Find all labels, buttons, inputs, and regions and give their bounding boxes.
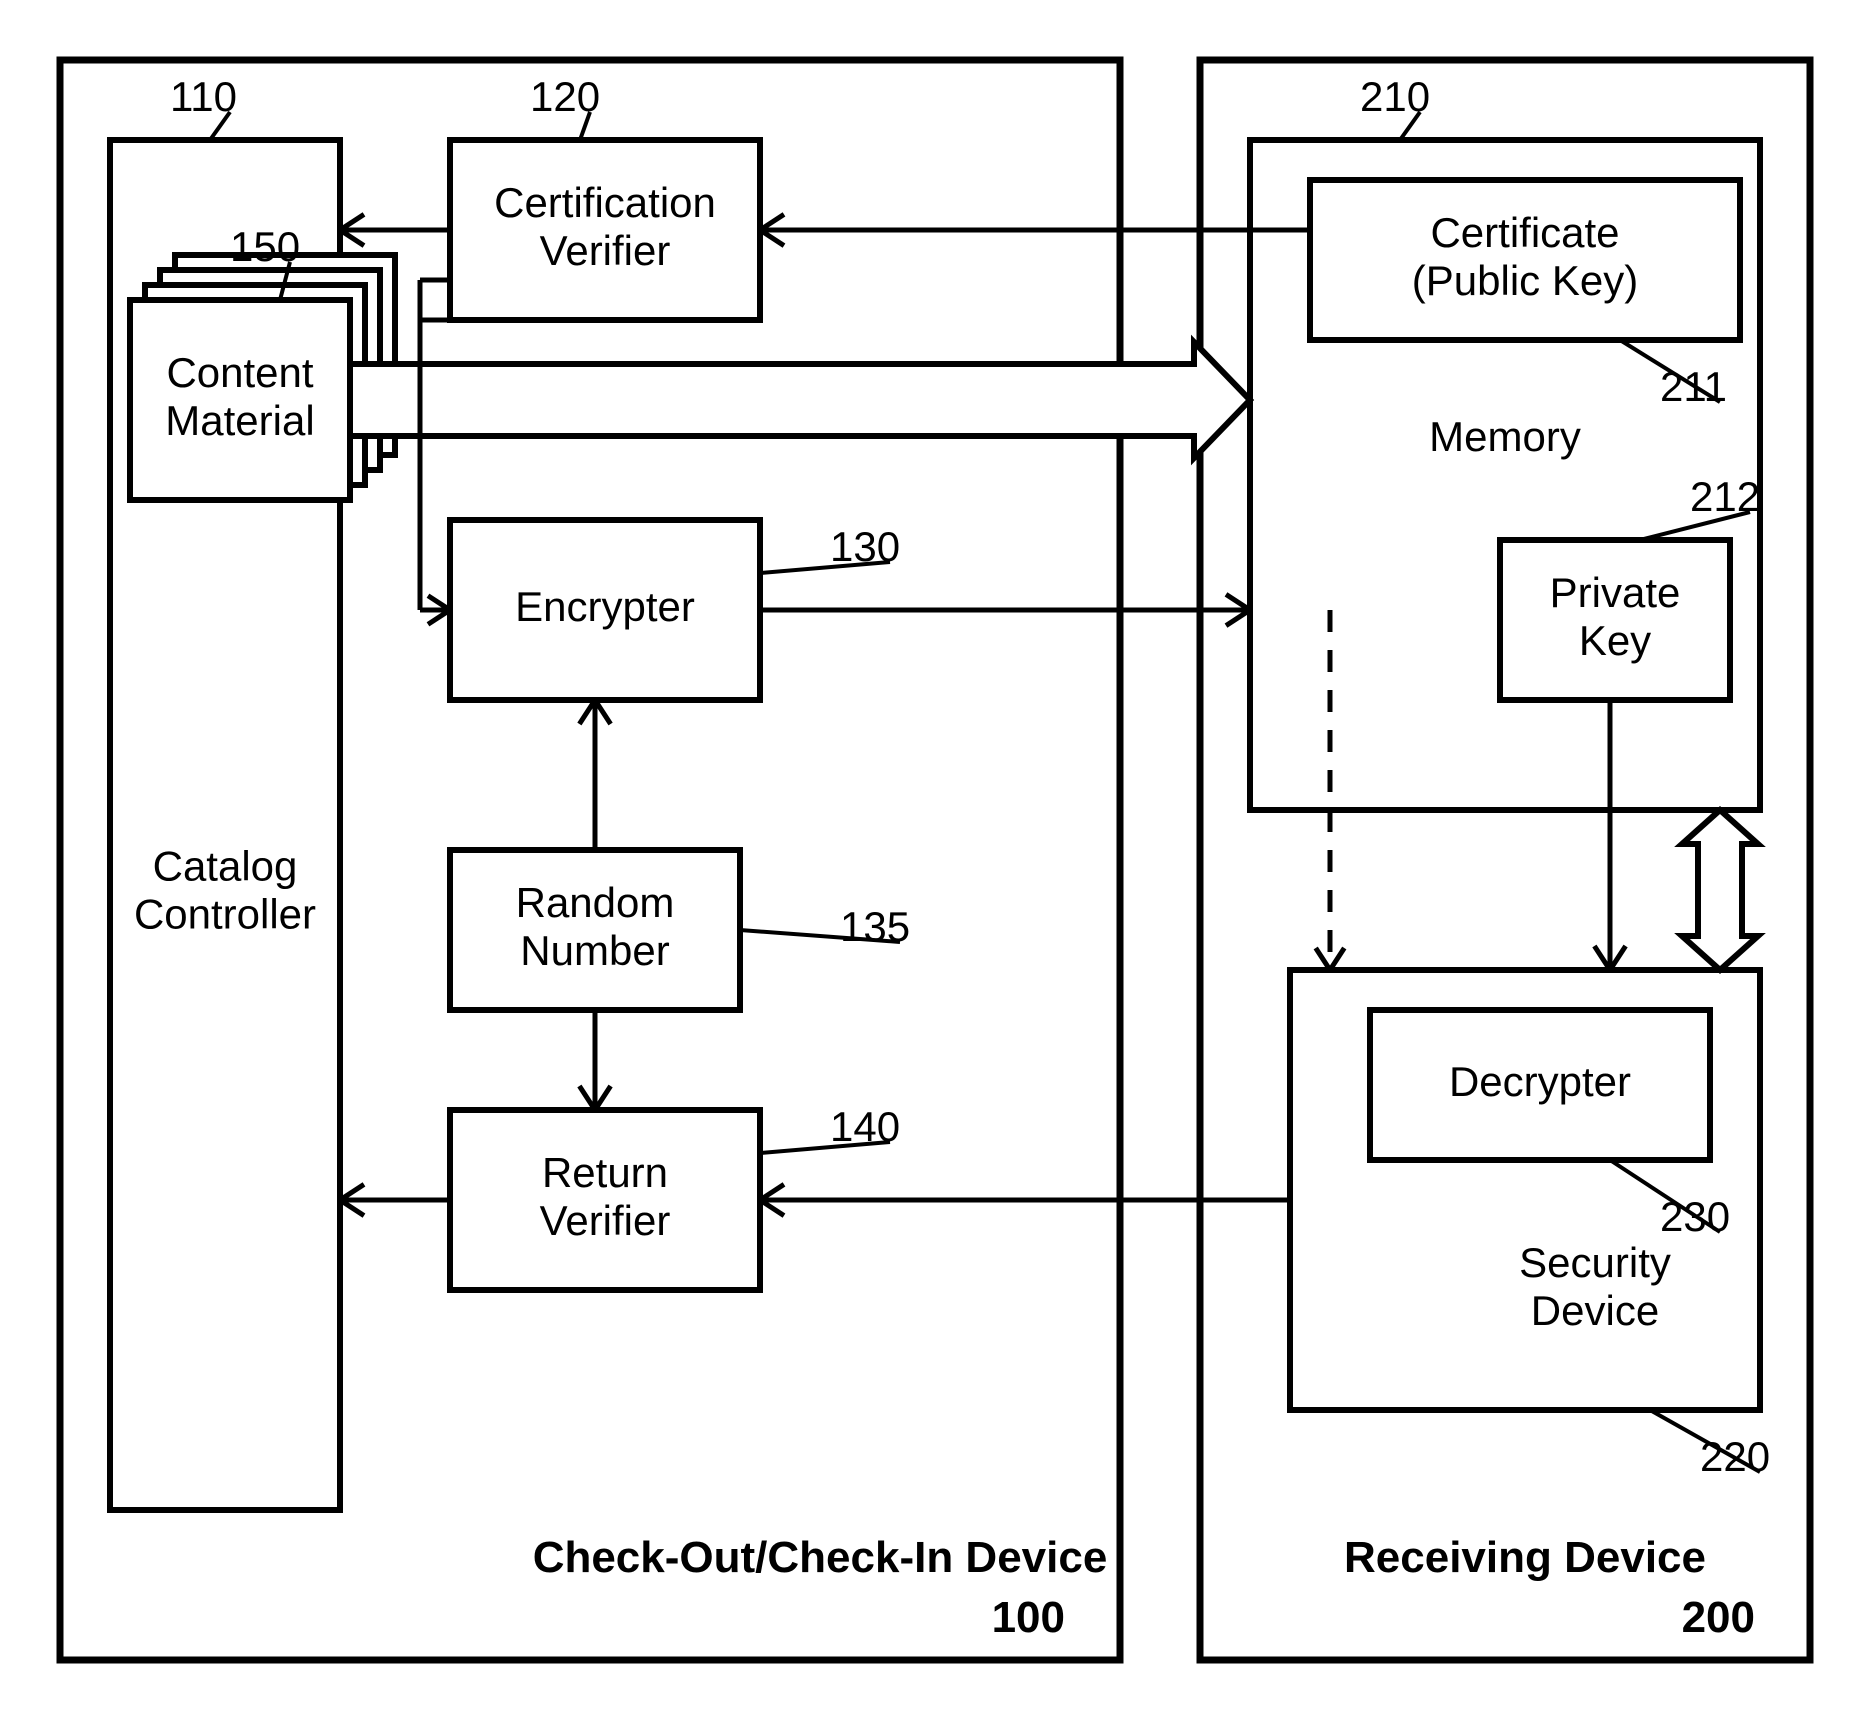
certificate-label: Certificate(Public Key) [1412,209,1638,304]
encrypter-label: Encrypter [515,583,695,630]
catalog-controller-label: CatalogController [134,842,316,937]
security-device-label: SecurityDevice [1519,1239,1671,1334]
receiving-device-label: Receiving Device [1344,1533,1706,1582]
check-out-device-ref: 100 [992,1593,1065,1642]
check-out-device-label: Check-Out/Check-In Device [533,1533,1108,1582]
return-verifier-label: ReturnVerifier [540,1149,671,1244]
random-number-label: RandomNumber [516,879,675,974]
content-material-label: ContentMaterial [165,349,314,444]
memory-label: Memory [1429,413,1581,460]
decrypter-label: Decrypter [1449,1058,1631,1105]
receiving-device-ref: 200 [1682,1593,1755,1642]
